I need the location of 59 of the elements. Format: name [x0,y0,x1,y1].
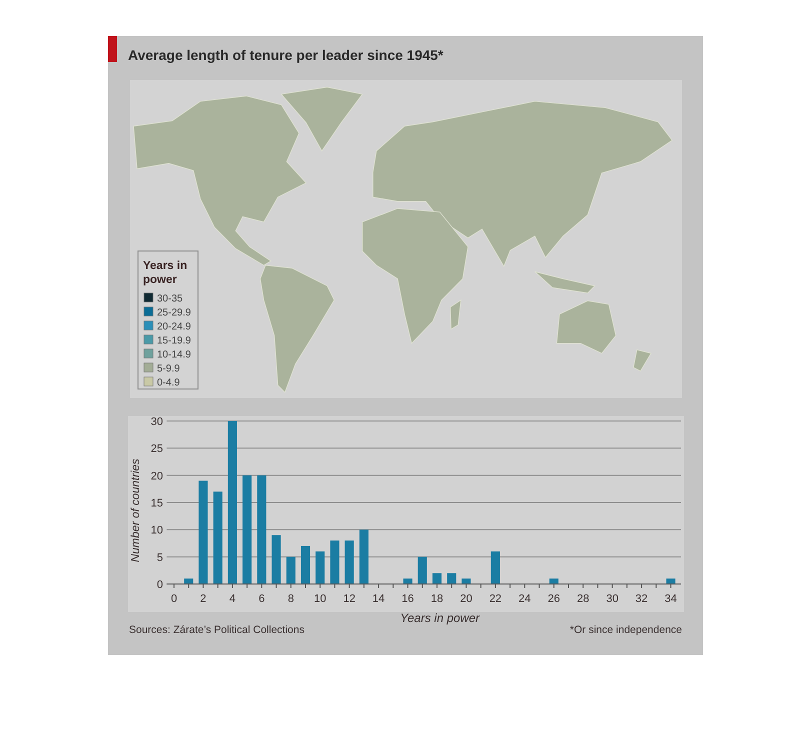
bar [316,551,325,584]
x-tick-label: 6 [258,593,265,605]
bar [272,535,281,584]
bar [462,578,471,584]
bar [403,578,412,584]
x-tick-label: 10 [314,593,326,605]
bar [666,578,676,584]
x-axis-title: Years in power [400,611,481,625]
bar [344,540,354,584]
bar [418,556,427,584]
category-label: 25-29.9 [157,308,192,318]
y-tick-label: 15 [150,498,163,510]
bar [242,475,252,584]
bar [359,530,368,584]
bar [300,546,310,584]
bar [490,551,500,584]
bar [198,480,208,584]
text: Average length of tenure per leader since 1945* [128,47,444,63]
x-tick-label: 18 [430,593,444,605]
x-tick-label: 24 [518,593,531,605]
legend-title: Years in power [143,260,188,286]
bar [447,573,456,584]
x-tick-label: 34 [664,593,677,605]
x-tick-label: 8 [288,593,294,605]
x-tick-label: 26 [548,593,560,605]
bar [330,540,340,584]
x-tick-label: 30 [606,593,618,605]
y-tick-label: 10 [150,524,163,537]
y-tick-label: 25 [150,443,163,456]
x-tick-label: 28 [576,593,590,605]
y-tick-label: 0 [156,579,163,591]
category-label: 30-35 [157,294,184,304]
y-tick-label: 30 [150,416,163,428]
source-note: Sources: Zárate’s Political Collections [129,624,304,636]
bar [257,475,266,584]
bar [184,578,194,584]
category-label: 20-24.9 [157,322,192,332]
y-axis-title: Number of countries [130,458,142,562]
x-tick-label: 22 [489,593,502,605]
category-label: 10-14.9 [157,350,192,360]
category-label: 0-4.9 [157,378,180,388]
y-tick-label: 20 [150,470,163,482]
y-tick-label: 5 [156,552,163,564]
x-tick-label: 4 [229,593,236,605]
bar [213,492,222,584]
category-label: 5-9.9 [157,364,180,374]
x-tick-label: 2 [200,593,206,605]
bar [286,556,296,584]
bar [432,573,442,584]
x-tick-label: 12 [343,593,356,605]
category-label: 15-19.9 [157,336,192,346]
text: *Or since independence [570,624,682,636]
x-tick-label: 0 [170,593,178,605]
x-tick-label: 14 [372,593,385,605]
bar [228,421,237,584]
x-tick-label: 32 [635,593,648,605]
x-tick-label: 16 [402,593,414,605]
bar [549,578,558,584]
x-tick-label: 20 [460,593,472,605]
